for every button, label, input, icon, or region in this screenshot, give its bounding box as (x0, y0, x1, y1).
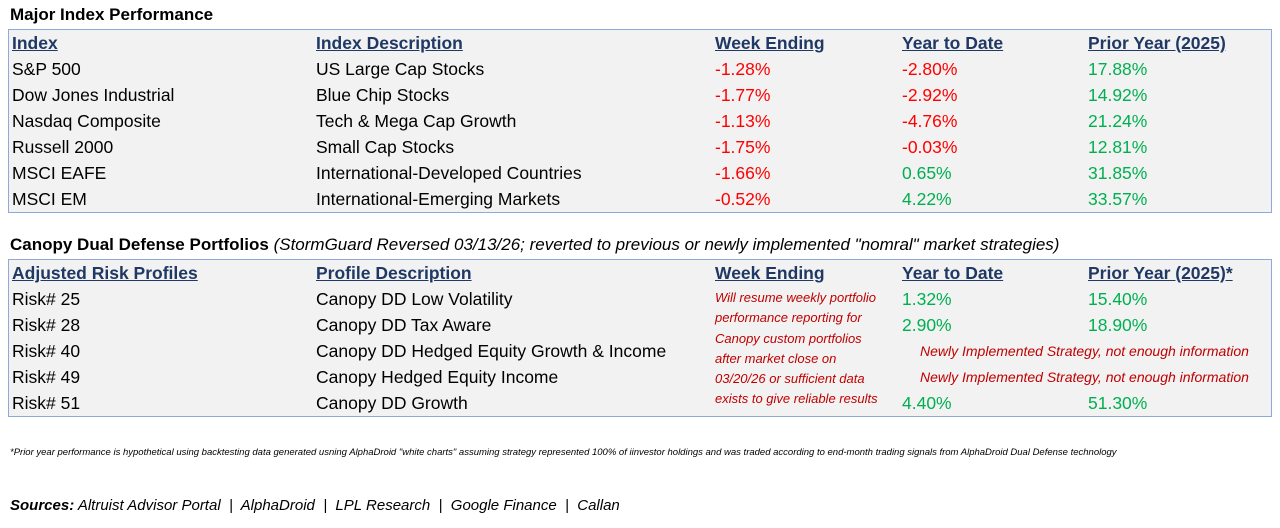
prior-year-value: 17.88% (1088, 59, 1148, 79)
risk-profile: Risk# 40 (12, 341, 81, 361)
risk-profile: Risk# 51 (12, 393, 81, 413)
strategy-notice: Newly Implemented Strategy, not enough i… (920, 369, 1249, 385)
week-ending-value: -1.28% (715, 59, 771, 79)
prior-year-value: 12.81% (1088, 137, 1148, 157)
week-ending-value: -1.77% (715, 85, 771, 105)
header-index-description: Index Description (316, 33, 463, 53)
week-ending-value: -0.52% (715, 189, 771, 209)
table-row: Risk# 40 Canopy DD Hedged Equity Growth … (9, 338, 1271, 364)
ytd-value: -4.76% (902, 111, 958, 131)
table-row: Russell 2000 Small Cap Stocks -1.75% -0.… (9, 134, 1271, 160)
prior-year-value: 51.30% (1088, 393, 1148, 413)
index-description: US Large Cap Stocks (316, 59, 485, 79)
index-name: MSCI EM (12, 189, 87, 209)
ytd-value: 4.40% (902, 393, 952, 413)
header-profile-description: Profile Description (316, 263, 472, 283)
index-description: Blue Chip Stocks (316, 85, 450, 105)
table-row: MSCI EM International-Emerging Markets -… (9, 186, 1271, 212)
profile-description: Canopy DD Growth (316, 393, 468, 413)
sources-line: Sources: Altruist Advisor Portal | Alpha… (10, 497, 620, 514)
note-line: after market close on (715, 350, 837, 366)
canopy-section-title: Canopy Dual Defense Portfolios (StormGua… (10, 235, 1059, 255)
index-description: Small Cap Stocks (316, 137, 455, 157)
prior-year-value: 14.92% (1088, 85, 1148, 105)
ytd-value: 0.65% (902, 163, 952, 183)
profile-description: Canopy Hedged Equity Income (316, 367, 559, 387)
header-prior-year: Prior Year (2025) (1088, 33, 1226, 53)
table-row: Dow Jones Industrial Blue Chip Stocks -1… (9, 82, 1271, 108)
canopy-title: Canopy Dual Defense Portfolios (10, 235, 269, 254)
table-row: Risk# 25 Canopy DD Low Volatility 1.32% … (9, 286, 1271, 312)
profile-description: Canopy DD Hedged Equity Growth & Income (316, 341, 667, 361)
profile-description: Canopy DD Low Volatility (316, 289, 513, 309)
profile-description: Canopy DD Tax Aware (316, 315, 492, 335)
ytd-value: -0.03% (902, 137, 958, 157)
index-name: S&P 500 (12, 59, 81, 79)
index-name: Russell 2000 (12, 137, 114, 157)
prior-year-value: 21.24% (1088, 111, 1148, 131)
strategy-notice: Newly Implemented Strategy, not enough i… (920, 343, 1249, 359)
index-description: International-Emerging Markets (316, 189, 561, 209)
header-week-ending: Week Ending (715, 263, 825, 283)
header-index: Index (12, 33, 58, 53)
week-ending-value: -1.13% (715, 111, 771, 131)
index-name: MSCI EAFE (12, 163, 107, 183)
ytd-value: 4.22% (902, 189, 952, 209)
ytd-value: 1.32% (902, 289, 952, 309)
header-risk-profiles: Adjusted Risk Profiles (12, 263, 198, 283)
index-name: Nasdaq Composite (12, 111, 161, 131)
risk-profile: Risk# 28 (12, 315, 81, 335)
prior-year-value: 18.90% (1088, 315, 1148, 335)
risk-profile: Risk# 49 (12, 367, 81, 387)
header-year-to-date: Year to Date (902, 33, 1004, 53)
major-index-table: Index Index Description Week Ending Year… (8, 29, 1272, 213)
major-index-title: Major Index Performance (10, 5, 214, 24)
table-row: Risk# 51 Canopy DD Growth 4.40% 51.30% (9, 390, 1271, 416)
ytd-value: -2.92% (902, 85, 958, 105)
canopy-subtitle: (StormGuard Reversed 03/13/26; reverted … (273, 235, 1060, 254)
footnote: *Prior year performance is hypothetical … (10, 447, 1117, 458)
sources-text: Altruist Advisor Portal | AlphaDroid | L… (77, 497, 620, 514)
table-row: Risk# 49 Canopy Hedged Equity Income New… (9, 364, 1271, 390)
table-row: Nasdaq Composite Tech & Mega Cap Growth … (9, 108, 1271, 134)
table-header-row: Adjusted Risk Profiles Profile Descripti… (9, 260, 1271, 286)
canopy-table: Adjusted Risk Profiles Profile Descripti… (8, 259, 1272, 417)
ytd-value: -2.80% (902, 59, 958, 79)
header-prior-year: Prior Year (2025)* (1088, 263, 1233, 283)
sources-label: Sources: (10, 497, 75, 514)
note-line: 03/20/26 or sufficient data (715, 371, 865, 387)
prior-year-value: 33.57% (1088, 189, 1148, 209)
prior-year-value: 15.40% (1088, 289, 1148, 309)
header-year-to-date: Year to Date (902, 263, 1004, 283)
table-row: MSCI EAFE International-Developed Countr… (9, 160, 1271, 186)
week-ending-value: -1.66% (715, 163, 771, 183)
table-header-row: Index Index Description Week Ending Year… (9, 30, 1271, 56)
index-description: Tech & Mega Cap Growth (316, 111, 517, 131)
table-row: Risk# 28 Canopy DD Tax Aware 2.90% 18.90… (9, 312, 1271, 338)
note-line: performance reporting for (715, 310, 862, 326)
note-line: Canopy custom portfolios (715, 330, 862, 346)
prior-year-value: 31.85% (1088, 163, 1148, 183)
risk-profile: Risk# 25 (12, 289, 81, 309)
note-line: Will resume weekly portfolio (715, 290, 876, 305)
weekly-reporting-note: Will resume weekly portfolio performance… (715, 288, 878, 410)
header-week-ending: Week Ending (715, 33, 825, 53)
note-line: exists to give reliable results (715, 391, 878, 407)
index-description: International-Developed Countries (316, 163, 582, 183)
table-row: S&P 500 US Large Cap Stocks -1.28% -2.80… (9, 56, 1271, 82)
week-ending-value: -1.75% (715, 137, 771, 157)
ytd-value: 2.90% (902, 315, 952, 335)
index-name: Dow Jones Industrial (12, 85, 175, 105)
